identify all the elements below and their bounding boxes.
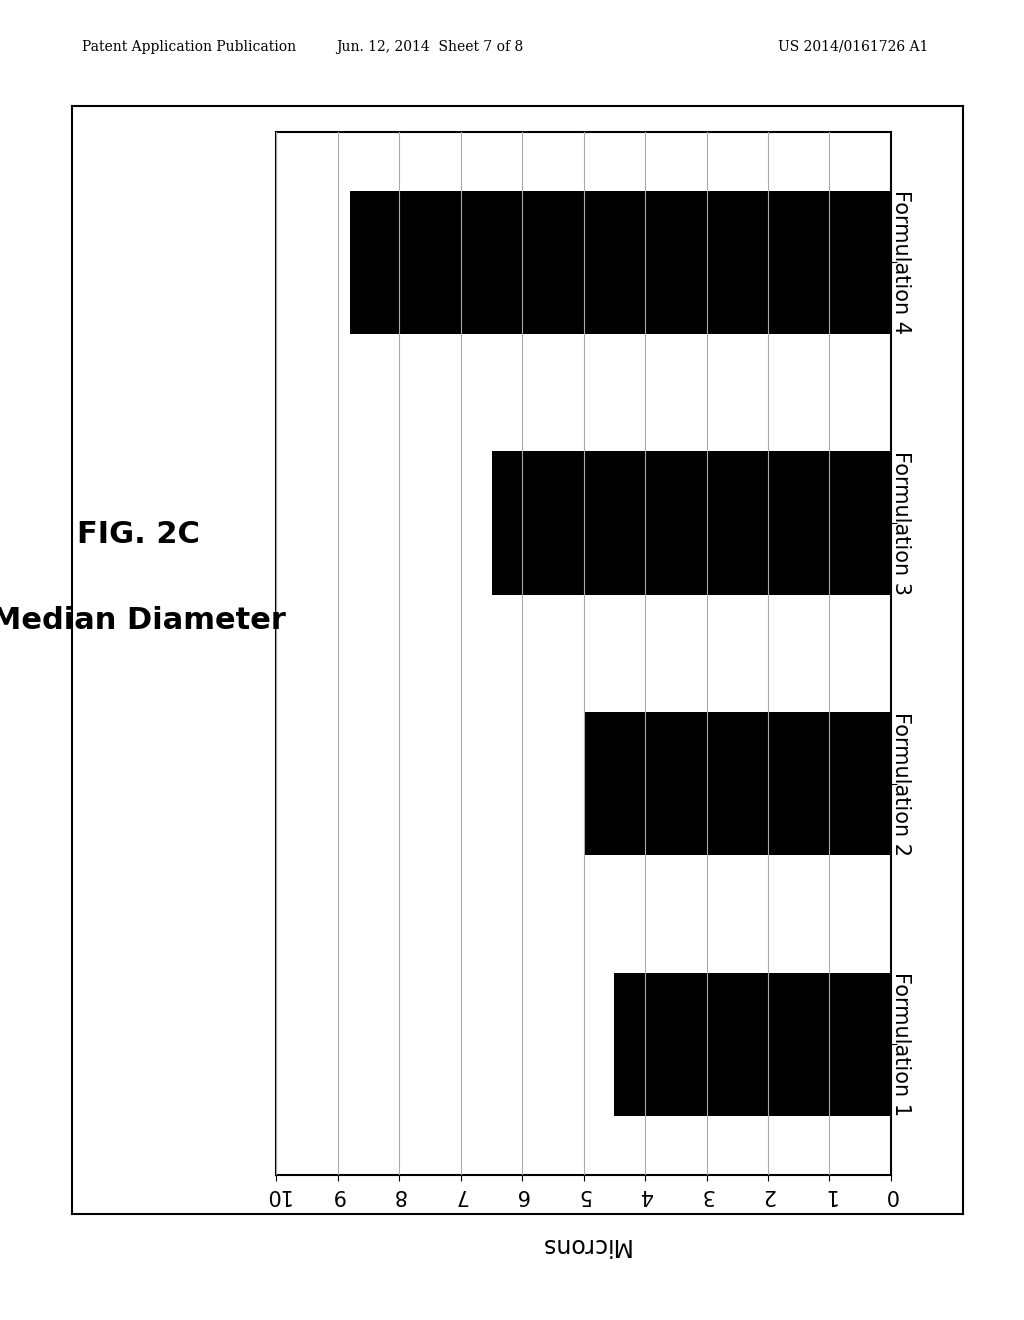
Bar <box>614 973 891 1117</box>
Bar <box>492 451 891 595</box>
Text: US 2014/0161726 A1: US 2014/0161726 A1 <box>778 40 929 54</box>
Text: Jun. 12, 2014  Sheet 7 of 8: Jun. 12, 2014 Sheet 7 of 8 <box>337 40 523 54</box>
Text: FIG. 2C: FIG. 2C <box>77 520 200 549</box>
Bar <box>350 190 891 334</box>
Bar <box>584 711 891 855</box>
Text: Patent Application Publication: Patent Application Publication <box>82 40 296 54</box>
X-axis label: Microns: Microns <box>539 1233 629 1257</box>
Text: Median Diameter: Median Diameter <box>0 606 286 635</box>
